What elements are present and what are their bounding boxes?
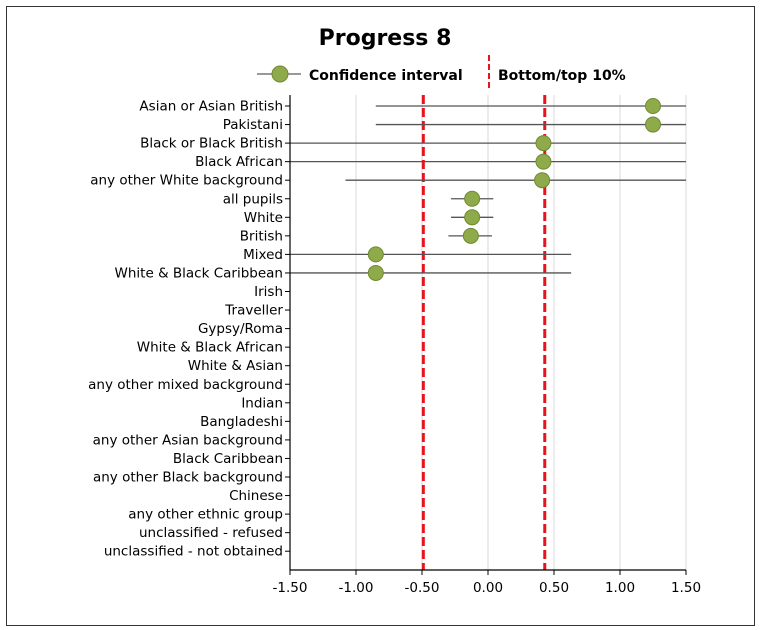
category-label: Black or Black British: [140, 136, 283, 152]
category-label: White & Black Caribbean: [115, 265, 283, 281]
chart-frame: Progress 8 Confidence interval Bottom/to…: [6, 6, 755, 626]
data-point: [534, 172, 551, 189]
x-tick-label: 1.00: [605, 580, 635, 596]
category-label: Indian: [241, 395, 283, 411]
chart-title: Progress 8: [319, 26, 452, 51]
legend-marker-icon: [271, 65, 289, 83]
category-label: Black Caribbean: [173, 451, 283, 467]
category-label: any other White background: [90, 173, 283, 189]
category-label: White: [244, 210, 283, 226]
category-label: White & Black African: [137, 340, 283, 356]
category-label: Gypsy/Roma: [198, 321, 283, 337]
legend: Confidence interval Bottom/top 10%: [257, 55, 626, 91]
data-point: [462, 227, 479, 244]
category-label: unclassified - refused: [139, 525, 283, 541]
category-label: any other ethnic group: [128, 507, 283, 523]
x-tick-label: 0.00: [473, 580, 503, 596]
category-label: any other Asian background: [93, 432, 283, 448]
category-label: Mixed: [243, 247, 283, 263]
x-tick-labels: -1.50 -1.00 -0.50 0.00 0.50 1.00 1.50: [273, 580, 702, 596]
category-label: Asian or Asian British: [139, 99, 283, 115]
category-label: Black African: [195, 154, 283, 170]
data-point: [367, 264, 384, 281]
legend-ci-label: Confidence interval: [309, 68, 463, 84]
data-point: [367, 246, 384, 263]
category-label: unclassified - not obtained: [104, 544, 283, 560]
category-label: White & Asian: [188, 358, 283, 374]
x-tick-label: -1.50: [273, 580, 308, 596]
progress-8-chart: Progress 8 Confidence interval Bottom/to…: [88, 26, 702, 596]
data-point: [464, 209, 481, 226]
axes: [285, 95, 687, 575]
x-tick-label: -0.50: [405, 580, 440, 596]
grid: [355, 95, 687, 570]
category-label: any other mixed background: [88, 377, 283, 393]
threshold-lines: [421, 95, 547, 570]
x-tick-label: 1.50: [671, 580, 701, 596]
data-point: [535, 153, 552, 170]
data-point: [645, 98, 661, 114]
category-labels: Asian or Asian British Pakistani Black or …: [88, 99, 283, 560]
x-tick-label: 0.50: [539, 580, 569, 596]
category-label: Pakistani: [223, 117, 283, 133]
data-markers: [367, 98, 661, 281]
x-tick-label: -1.00: [339, 580, 374, 596]
data-point: [645, 116, 661, 133]
category-label: all pupils: [223, 191, 283, 207]
category-label: Traveller: [224, 303, 283, 319]
category-label: any other Black background: [93, 470, 283, 486]
category-label: British: [240, 228, 283, 244]
confidence-intervals: [290, 105, 686, 274]
category-label: Bangladeshi: [200, 414, 283, 430]
legend-threshold-label: Bottom/top 10%: [498, 68, 626, 84]
category-label: Irish: [254, 284, 283, 300]
data-point: [464, 190, 481, 207]
data-point: [535, 135, 552, 152]
category-label: Chinese: [229, 488, 283, 504]
